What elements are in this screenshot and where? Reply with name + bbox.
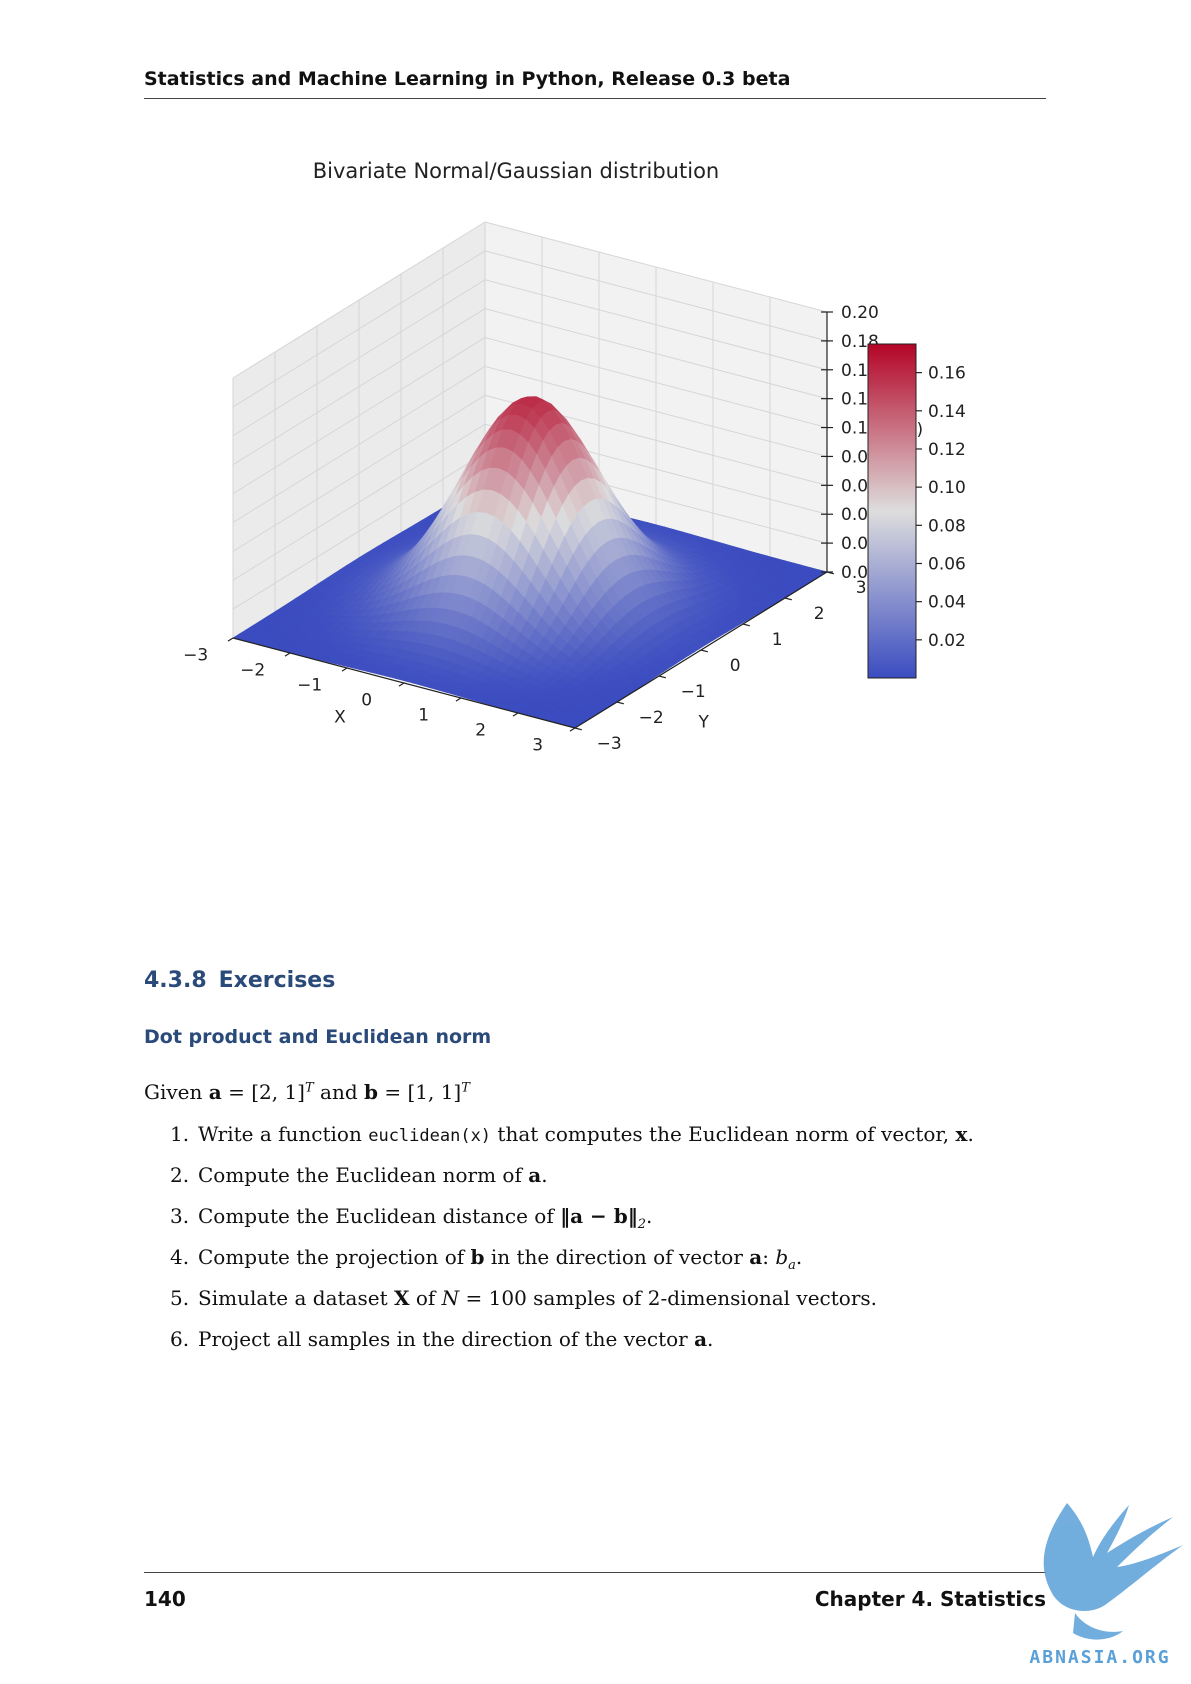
subsection-heading: Dot product and Euclidean norm: [144, 1026, 492, 1048]
grid-line: [232, 221, 486, 379]
colorbar-tick-label: 0.06: [928, 554, 966, 574]
colorbar-tick-label: 0.16: [928, 364, 966, 384]
exercise-intro: Given a = [2, 1]T and b = [1, 1]T: [144, 1080, 470, 1104]
colorbar-gradient: [867, 343, 917, 679]
watermark-logo: ABNASIA.ORG: [1029, 1503, 1183, 1668]
grid-line: [484, 221, 828, 313]
x-tick-label: −3: [183, 646, 208, 666]
surface-plot-figure: Bivariate Normal/Gaussian distribution −…: [183, 159, 966, 756]
grid-line: [232, 394, 486, 552]
watermark-text: ABNASIA.ORG: [1029, 1647, 1170, 1668]
x-tick: [512, 712, 519, 717]
y-tick-label: 2: [814, 604, 825, 624]
colorbar-tick-label: 0.02: [928, 631, 966, 651]
colorbar: 0.02 0.04 0.06 0.08 0.10 0.12 0.14 0.16: [867, 343, 966, 679]
colorbar-tick-label: 0.08: [928, 516, 966, 536]
y-tick-label: −1: [681, 682, 706, 702]
grid-line: [232, 337, 486, 494]
x-tick-label: −2: [240, 661, 265, 681]
x-tick: [341, 667, 348, 672]
x-tick-label: 3: [532, 736, 543, 756]
exercise-item-1: 1. Write a function euclidean(x) that com…: [170, 1122, 974, 1146]
grid-line: [232, 366, 486, 523]
grid-line: [232, 279, 486, 437]
y-tick: [574, 727, 582, 731]
z-tick-label: 0.20: [841, 303, 879, 323]
y-tick: [742, 623, 750, 627]
x-tick-label: −1: [297, 676, 322, 696]
grid-line: [484, 250, 828, 342]
y-tick-label: 3: [856, 578, 867, 598]
x-tick: [455, 697, 462, 702]
chapter-label: Chapter 4. Statistics: [814, 1587, 1046, 1611]
page-footer: 140 Chapter 4. Statistics: [144, 1572, 1046, 1611]
grid-line: [484, 279, 828, 371]
colorbar-tick-label: 0.04: [928, 593, 966, 613]
exercise-item-6: 6. Project all samples in the direction o…: [170, 1327, 714, 1351]
y-tick-label: 0: [730, 656, 741, 676]
x-tick: [284, 652, 291, 657]
section-number: 4.3.8: [144, 968, 207, 993]
grid-line: [232, 452, 486, 610]
y-tick: [658, 675, 666, 679]
grid-line: [484, 337, 828, 429]
colorbar-tick-label: 0.10: [928, 478, 966, 498]
exercise-item-5: 5. Simulate a dataset X of N = 100 sample…: [170, 1286, 878, 1310]
page-number: 140: [144, 1587, 186, 1611]
y-tick: [700, 649, 708, 653]
section-title: Exercises: [218, 968, 336, 993]
y-tick-label: 1: [772, 630, 783, 650]
exercise-item-2: 2. Compute the Euclidean norm of a.: [170, 1163, 548, 1187]
colorbar-tick-label: 0.12: [928, 440, 966, 460]
y-tick: [616, 701, 624, 705]
grid-line: [484, 308, 828, 400]
colorbar-tick-label: 0.14: [928, 402, 966, 422]
exercise-list: 1. Write a function euclidean(x) that com…: [170, 1114, 1050, 1360]
grid-line: [232, 250, 486, 408]
wing-icon: [1043, 1503, 1183, 1640]
x-axis-label: X: [334, 707, 346, 727]
y-tick: [784, 597, 792, 601]
grid-line: [232, 308, 486, 466]
exercise-item-3: 3. Compute the Euclidean distance of ‖a −…: [170, 1204, 653, 1232]
y-tick-label: −3: [597, 734, 622, 754]
x-tick-label: 2: [475, 721, 486, 741]
exercise-item-4: 4. Compute the projection of b in the dir…: [170, 1245, 803, 1273]
chart-title: Bivariate Normal/Gaussian distribution: [313, 159, 719, 183]
x-tick: [569, 727, 576, 732]
x-tick: [398, 682, 405, 687]
x-tick: [227, 637, 234, 642]
y-tick-label: −2: [639, 708, 664, 728]
running-header: Statistics and Machine Learning in Pytho…: [144, 68, 1046, 99]
x-tick-label: 0: [361, 691, 372, 711]
grid-line: [484, 365, 828, 457]
x-tick-label: 1: [418, 706, 429, 726]
section-heading: 4.3.8 Exercises: [144, 968, 335, 993]
y-axis-label: Y: [698, 713, 710, 733]
grid-line: [232, 423, 486, 581]
surface-mesh: [232, 396, 828, 729]
